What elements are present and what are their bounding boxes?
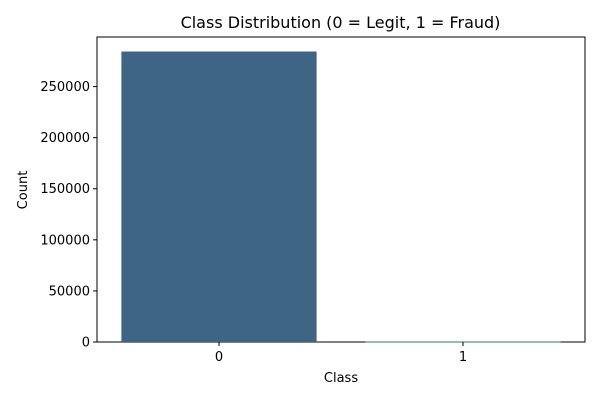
x-axis-label: Class: [324, 371, 358, 386]
y-tick-label: 100000: [40, 233, 90, 248]
y-axis-label: Count: [16, 171, 31, 210]
y-tick-label: 150000: [40, 182, 90, 197]
bar-class-0: [121, 51, 317, 343]
y-tick-label: 250000: [40, 80, 90, 95]
y-axis-ticks: 0 50000 100000 150000 200000 250000: [40, 80, 97, 351]
x-tick-label: 1: [459, 350, 467, 365]
y-tick-label: 50000: [49, 284, 90, 299]
bars: [121, 51, 561, 343]
y-tick-label: 200000: [40, 131, 90, 146]
plot-frame: [96, 36, 586, 343]
chart-title: Class Distribution (0 = Legit, 1 = Fraud…: [181, 13, 501, 32]
bar-class-1: [365, 341, 561, 343]
y-tick-label: 0: [82, 336, 90, 351]
x-tick-label: 0: [215, 350, 223, 365]
plot-area: [96, 36, 586, 343]
